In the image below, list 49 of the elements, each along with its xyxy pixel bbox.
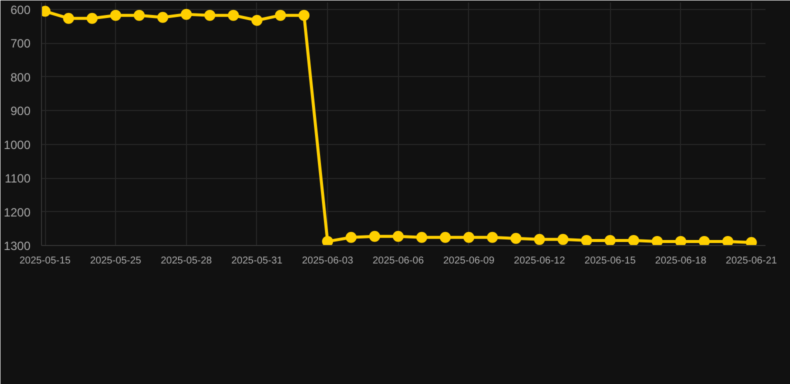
x-tick-label: 2025-06-18 [655, 256, 707, 266]
y-tick-label: 900 [10, 104, 31, 118]
point [251, 14, 262, 26]
y-tick-label: 1100 [4, 172, 31, 186]
point [534, 234, 545, 245]
point [581, 234, 592, 246]
point [486, 232, 498, 243]
point [110, 10, 122, 21]
x-tick-label: 2025-06-21 [726, 256, 778, 266]
x-tick-label: 2025-06-12 [514, 256, 566, 266]
point [628, 234, 640, 246]
x-tick-label: 2025-05-25 [90, 256, 142, 266]
point [392, 230, 404, 242]
point [675, 236, 686, 246]
point [180, 8, 192, 20]
point [274, 10, 286, 21]
point [416, 232, 428, 243]
point [134, 10, 145, 21]
point [698, 236, 710, 246]
point [652, 236, 663, 246]
point [604, 234, 616, 246]
y-tick-label: 600 [10, 2, 31, 17]
point [157, 12, 168, 23]
point [228, 10, 239, 21]
x-tick-label: 2025-05-28 [160, 256, 212, 266]
point [298, 10, 310, 21]
x-tick-label: 2025-06-15 [584, 256, 636, 266]
point [346, 232, 357, 243]
y-tick-label: 1000 [4, 138, 31, 152]
y-tick-label: 800 [10, 70, 31, 84]
point [63, 12, 74, 24]
x-tick-label: 2025-06-09 [443, 256, 495, 266]
point [440, 232, 451, 243]
point [746, 236, 757, 246]
x-tick-label: 2025-05-31 [231, 256, 283, 266]
point [463, 232, 474, 243]
point [86, 12, 98, 24]
y-tick-label: 1300 [4, 239, 31, 253]
point [204, 10, 216, 21]
x-tick-label: 2025-05-15 [19, 256, 72, 266]
y-tick-label: 1200 [4, 205, 31, 220]
point [510, 232, 522, 244]
x-tick-label: 2025-06-03 [302, 256, 354, 266]
point [322, 236, 334, 246]
x-tick-label: 2025-06-06 [372, 256, 424, 266]
point [558, 234, 569, 245]
y-tick-label: 700 [10, 36, 31, 50]
point [722, 236, 734, 246]
point [369, 230, 380, 242]
